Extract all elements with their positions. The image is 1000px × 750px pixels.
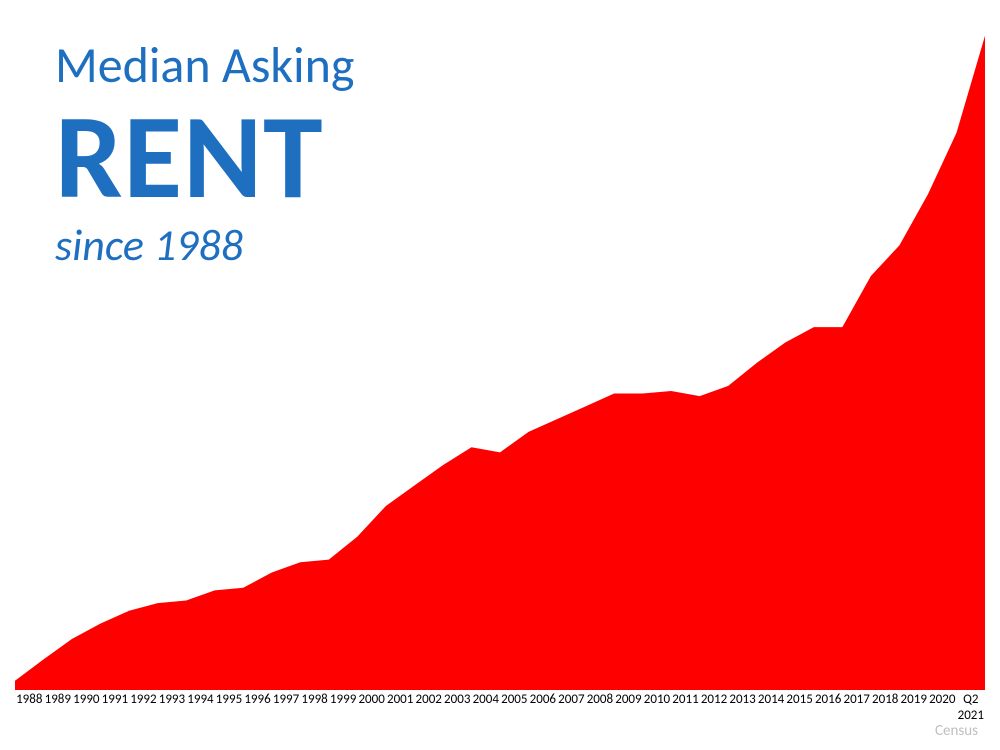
x-tick-label: 1998 xyxy=(300,692,329,707)
x-tick-label xyxy=(272,708,301,723)
x-tick-label: 1989 xyxy=(44,692,73,707)
x-tick-label xyxy=(586,708,615,723)
x-tick-label: 1996 xyxy=(243,692,272,707)
x-tick-label: 2003 xyxy=(443,692,472,707)
x-tick-label xyxy=(158,708,187,723)
x-tick-label xyxy=(728,708,757,723)
x-tick-label xyxy=(842,708,871,723)
x-tick-label: 2012 xyxy=(700,692,729,707)
x-tick-label: Q2 xyxy=(957,692,986,707)
x-tick-label: 1994 xyxy=(186,692,215,707)
x-tick-label xyxy=(614,708,643,723)
source-attribution: Census xyxy=(935,722,978,740)
x-tick-label xyxy=(671,708,700,723)
x-tick-label: 2021 xyxy=(957,708,986,723)
x-axis-labels-row2: 2021 xyxy=(15,708,985,723)
chart-stage: 1988198919901991199219931994199519961997… xyxy=(0,0,1000,750)
x-tick-label xyxy=(785,708,814,723)
x-tick-label: 1995 xyxy=(215,692,244,707)
x-tick-label: 1997 xyxy=(272,692,301,707)
x-tick-label: 2008 xyxy=(586,692,615,707)
x-tick-label: 2015 xyxy=(785,692,814,707)
x-tick-label: 2014 xyxy=(757,692,786,707)
x-tick-label: 1991 xyxy=(101,692,130,707)
x-tick-label: 2004 xyxy=(472,692,501,707)
x-tick-label xyxy=(129,708,158,723)
x-tick-label xyxy=(700,708,729,723)
x-tick-label: 2006 xyxy=(529,692,558,707)
x-tick-label xyxy=(529,708,558,723)
x-tick-label: 2010 xyxy=(643,692,672,707)
x-tick-label: 2009 xyxy=(614,692,643,707)
x-tick-label xyxy=(643,708,672,723)
x-tick-label xyxy=(101,708,130,723)
x-tick-label: 1993 xyxy=(158,692,187,707)
x-tick-label xyxy=(899,708,928,723)
x-tick-label: 2016 xyxy=(814,692,843,707)
x-tick-label: 2007 xyxy=(557,692,586,707)
x-tick-label xyxy=(443,708,472,723)
x-tick-label: 2013 xyxy=(728,692,757,707)
x-tick-label xyxy=(500,708,529,723)
title-big: RENT xyxy=(55,97,354,217)
title-block: Median Asking RENT since 1988 xyxy=(55,40,354,267)
x-tick-label xyxy=(928,708,957,723)
x-tick-label xyxy=(215,708,244,723)
x-tick-label xyxy=(15,708,44,723)
x-tick-label: 2020 xyxy=(928,692,957,707)
x-tick-label: 2018 xyxy=(871,692,900,707)
x-tick-label xyxy=(386,708,415,723)
x-tick-label xyxy=(44,708,73,723)
x-tick-label xyxy=(329,708,358,723)
x-axis-labels: 1988198919901991199219931994199519961997… xyxy=(15,692,985,707)
x-tick-label xyxy=(186,708,215,723)
x-tick-label: 1990 xyxy=(72,692,101,707)
x-tick-label xyxy=(814,708,843,723)
x-tick-label: 2000 xyxy=(357,692,386,707)
x-tick-label: 2001 xyxy=(386,692,415,707)
x-tick-label: 2017 xyxy=(842,692,871,707)
x-tick-label: 1988 xyxy=(15,692,44,707)
x-tick-label xyxy=(414,708,443,723)
x-tick-label: 1999 xyxy=(329,692,358,707)
x-tick-label xyxy=(472,708,501,723)
x-tick-label xyxy=(557,708,586,723)
x-tick-label xyxy=(300,708,329,723)
x-tick-label: 2019 xyxy=(899,692,928,707)
x-tick-label xyxy=(871,708,900,723)
x-tick-label xyxy=(757,708,786,723)
x-tick-label: 1992 xyxy=(129,692,158,707)
x-tick-label: 2011 xyxy=(671,692,700,707)
x-tick-label xyxy=(72,708,101,723)
x-tick-label xyxy=(243,708,272,723)
x-tick-label xyxy=(357,708,386,723)
x-tick-label: 2002 xyxy=(414,692,443,707)
x-tick-label: 2005 xyxy=(500,692,529,707)
